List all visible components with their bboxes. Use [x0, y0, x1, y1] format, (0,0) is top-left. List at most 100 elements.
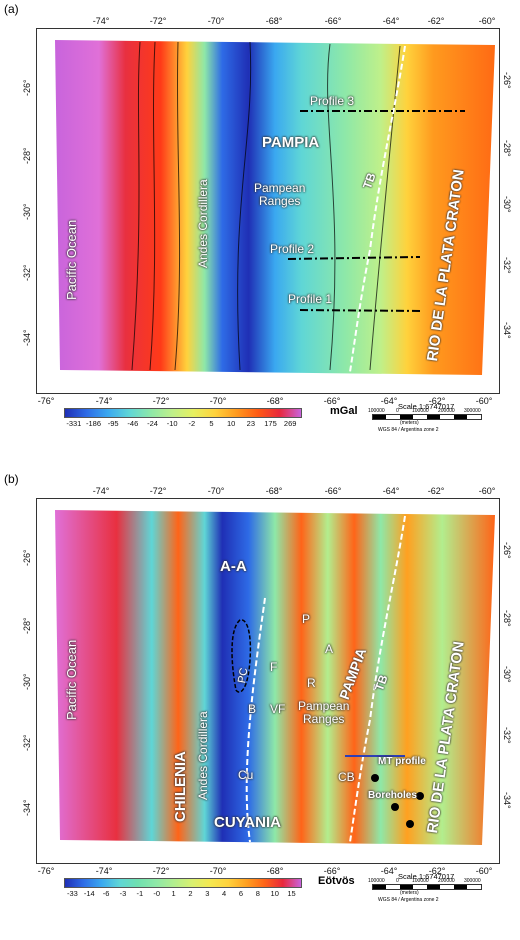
- scale-tick: 0: [396, 878, 399, 884]
- label-pampean-ranges: Pampean Ranges: [254, 181, 306, 208]
- lon-tick: -72°: [149, 16, 167, 26]
- scale-projection: WGS 84 / Argentina zone 2: [378, 897, 439, 903]
- scale-bar: Scale 1:6747017 100000 0 100000 200000 3…: [368, 872, 488, 904]
- lon-tick: -74°: [92, 486, 110, 496]
- lon-tick: -66°: [324, 486, 342, 496]
- colorbar-unit: Eötvös: [318, 875, 355, 887]
- lon-tick: -70°: [207, 486, 225, 496]
- colorbar-tick-label: 1: [171, 889, 176, 898]
- lat-tick: -30°: [502, 196, 512, 213]
- label-p: P: [302, 612, 311, 626]
- lon-tick: -74°: [92, 16, 110, 26]
- data-region: [55, 510, 495, 845]
- scale-units: (meters): [400, 420, 419, 426]
- lon-tick: -74°: [95, 396, 113, 406]
- scale-bar: Scale 1:6747017 100000 0 100000 200000 3…: [368, 402, 488, 434]
- scale-tick: 100000: [412, 408, 429, 414]
- label-b: B: [248, 702, 257, 716]
- scale-graphic: [372, 884, 482, 890]
- scale-units: (meters): [400, 890, 419, 896]
- colorbar-tick-label: 4: [222, 889, 227, 898]
- panel-b: (b): [0, 470, 520, 940]
- terrane-boundaries: [245, 515, 406, 843]
- scale-tick: 100000: [368, 878, 385, 884]
- label-profile-3: Profile 3: [310, 94, 355, 108]
- lat-tick: -32°: [502, 257, 512, 274]
- lon-tick: -68°: [265, 486, 283, 496]
- label-r: R: [307, 676, 316, 690]
- gradient-tensor-map: [55, 510, 495, 845]
- lon-tick: -66°: [324, 16, 342, 26]
- lat-tick: -30°: [22, 203, 32, 220]
- colorbar-tick-label: -10: [166, 419, 178, 428]
- colorbar: [64, 408, 302, 418]
- scale-tick: 100000: [412, 878, 429, 884]
- colorbar-tick-label: 10: [270, 889, 279, 898]
- label-cu: Cu: [238, 768, 254, 782]
- colorbar-tick-label: 5: [209, 419, 214, 428]
- colorbar-tick-label: 10: [226, 419, 236, 428]
- lon-tick: -76°: [37, 866, 55, 876]
- lon-tick: -70°: [209, 396, 227, 406]
- lon-tick: -62°: [427, 16, 445, 26]
- lon-tick: -64°: [380, 866, 398, 876]
- profile-lines: [287, 110, 465, 312]
- label-cb: CB: [338, 770, 355, 784]
- colorbar-unit: mGal: [330, 405, 358, 417]
- colorbar-tick-label: 6: [238, 889, 244, 898]
- label-pampia: PAMPIA: [262, 134, 320, 151]
- panel-label: (b): [4, 472, 19, 486]
- lon-tick: -72°: [152, 396, 170, 406]
- panel-label: (a): [4, 2, 19, 16]
- precordillera-outline: [231, 619, 252, 693]
- lat-tick: -32°: [22, 734, 32, 751]
- label-pacific: Pacific Ocean: [64, 639, 79, 720]
- scale-projection: WGS 84 / Argentina zone 2: [378, 427, 439, 433]
- scale-tick: 0: [396, 408, 399, 414]
- lon-tick: -64°: [380, 396, 398, 406]
- label-vf: VF: [270, 702, 286, 716]
- colorbar-tick-label: -24: [147, 419, 158, 428]
- colorbar-tick-label: 2: [188, 889, 193, 898]
- label-pacific: Pacific Ocean: [64, 219, 79, 300]
- colorbar-tick-label: -2: [188, 419, 196, 428]
- lat-tick: -34°: [22, 799, 32, 816]
- lon-tick: -60°: [478, 16, 496, 26]
- colorbar: [64, 878, 302, 888]
- lat-tick: -28°: [22, 617, 32, 634]
- label-andes: Andes Cordillera: [196, 711, 210, 800]
- lon-tick: -70°: [207, 16, 225, 26]
- lat-tick: -32°: [502, 727, 512, 744]
- lon-tick: -68°: [265, 16, 283, 26]
- tb-boundary: [349, 45, 406, 373]
- colorbar-tick-label: -186: [85, 419, 102, 428]
- lon-tick: -66°: [323, 866, 341, 876]
- label-aa: A-A: [220, 558, 247, 575]
- colorbar-tick-label: 8: [255, 889, 260, 898]
- label-profile-1: Profile 1: [288, 292, 333, 306]
- label-f: F: [270, 660, 278, 674]
- scale-tick: 100000: [368, 408, 385, 414]
- lon-tick: -60°: [475, 396, 493, 406]
- colorbar-tick-label: 23: [246, 419, 255, 428]
- label-cuyania: CUYANIA: [214, 814, 281, 831]
- lat-tick: -26°: [22, 79, 32, 96]
- lat-tick: -26°: [502, 72, 512, 89]
- lon-tick: -76°: [37, 396, 55, 406]
- colorbar-tick-label: 3: [205, 889, 210, 898]
- lat-tick: -28°: [22, 147, 32, 164]
- lon-tick: -68°: [266, 866, 284, 876]
- lon-tick: -60°: [475, 866, 493, 876]
- label-profile-2: Profile 2: [270, 242, 315, 256]
- colorbar-tick-label: 15: [287, 889, 296, 898]
- contour-lines: [131, 41, 401, 371]
- colorbar-tick-label: -0: [153, 889, 161, 898]
- lat-tick: -26°: [22, 549, 32, 566]
- lat-tick: -30°: [502, 666, 512, 683]
- label-a: A: [325, 642, 334, 656]
- scale-title: Scale 1:6747017: [398, 402, 455, 411]
- panel-a: (a): [4, 2, 512, 434]
- lat-tick: -28°: [502, 140, 512, 157]
- lon-tick: -66°: [323, 396, 341, 406]
- lon-tick: -62°: [428, 396, 446, 406]
